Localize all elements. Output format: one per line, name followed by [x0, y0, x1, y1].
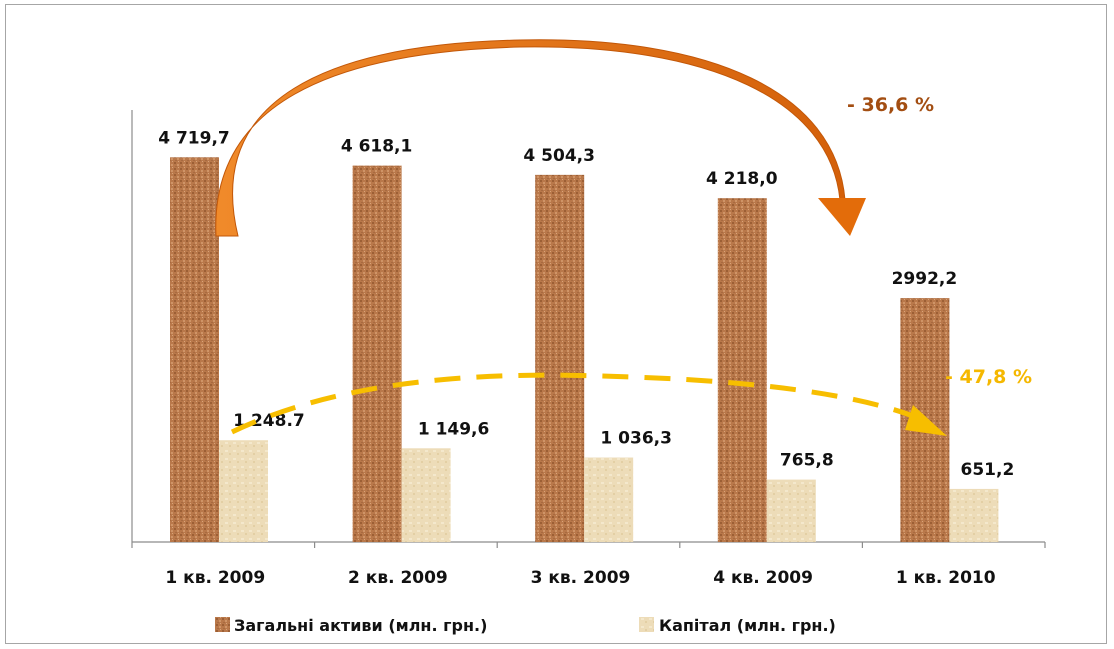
legend-label-assets: Загальні активи (млн. грн.) — [234, 616, 487, 635]
bar-capital-5 — [949, 488, 999, 542]
legend-label-capital: Капітал (млн. грн.) — [659, 616, 836, 635]
category-label-3: 3 кв. 2009 — [531, 568, 631, 588]
value-label-assets-3: 4 504,3 — [523, 146, 595, 166]
category-label-1: 1 кв. 2009 — [165, 568, 265, 588]
category-label-2: 2 кв. 2009 — [348, 568, 448, 588]
bar-assets-4 — [717, 198, 767, 542]
bar-capital-3 — [584, 457, 634, 542]
value-label-capital-1: 1 248.7 — [233, 411, 305, 431]
bar-assets-1 — [170, 157, 219, 542]
value-label-assets-1: 4 719,7 — [158, 128, 230, 148]
category-labels: 1 кв. 2009 2 кв. 2009 3 кв. 2009 4 кв. 2009… — [165, 568, 995, 588]
value-label-assets-2: 4 618,1 — [341, 137, 413, 157]
value-label-assets-4: 4 218,0 — [706, 169, 778, 189]
assets-change-label: - 36,6 % — [847, 94, 934, 116]
bar-assets-3 — [535, 174, 585, 542]
bar-capital-2 — [401, 448, 451, 542]
bar-capital-4 — [766, 479, 816, 542]
legend-swatch-assets — [215, 617, 230, 632]
value-label-capital-5: 651,2 — [961, 460, 1015, 480]
bars — [170, 157, 999, 542]
value-label-assets-5: 2992,2 — [892, 269, 958, 289]
value-label-capital-2: 1 149,6 — [418, 419, 490, 439]
bar-assets-2 — [352, 165, 402, 542]
category-label-5: 1 кв. 2010 — [896, 568, 996, 588]
capital-change-label: - 47,8 % — [945, 366, 1032, 388]
legend-swatch-capital — [639, 617, 654, 632]
value-label-capital-4: 765,8 — [780, 451, 834, 471]
bar-capital-1 — [219, 440, 268, 542]
assets-trend-arrow — [215, 39, 866, 237]
value-labels: 4 719,7 4 618,1 4 504,3 4 218,0 2992,2 1 248.… — [158, 128, 1014, 480]
category-label-4: 4 кв. 2009 — [713, 568, 813, 588]
legend: Загальні активи (млн. грн.) Капітал (млн… — [215, 616, 836, 635]
value-label-capital-3: 1 036,3 — [600, 429, 672, 449]
capital-trend-arrow — [230, 372, 947, 436]
x-axis-ticks — [131, 542, 1046, 548]
